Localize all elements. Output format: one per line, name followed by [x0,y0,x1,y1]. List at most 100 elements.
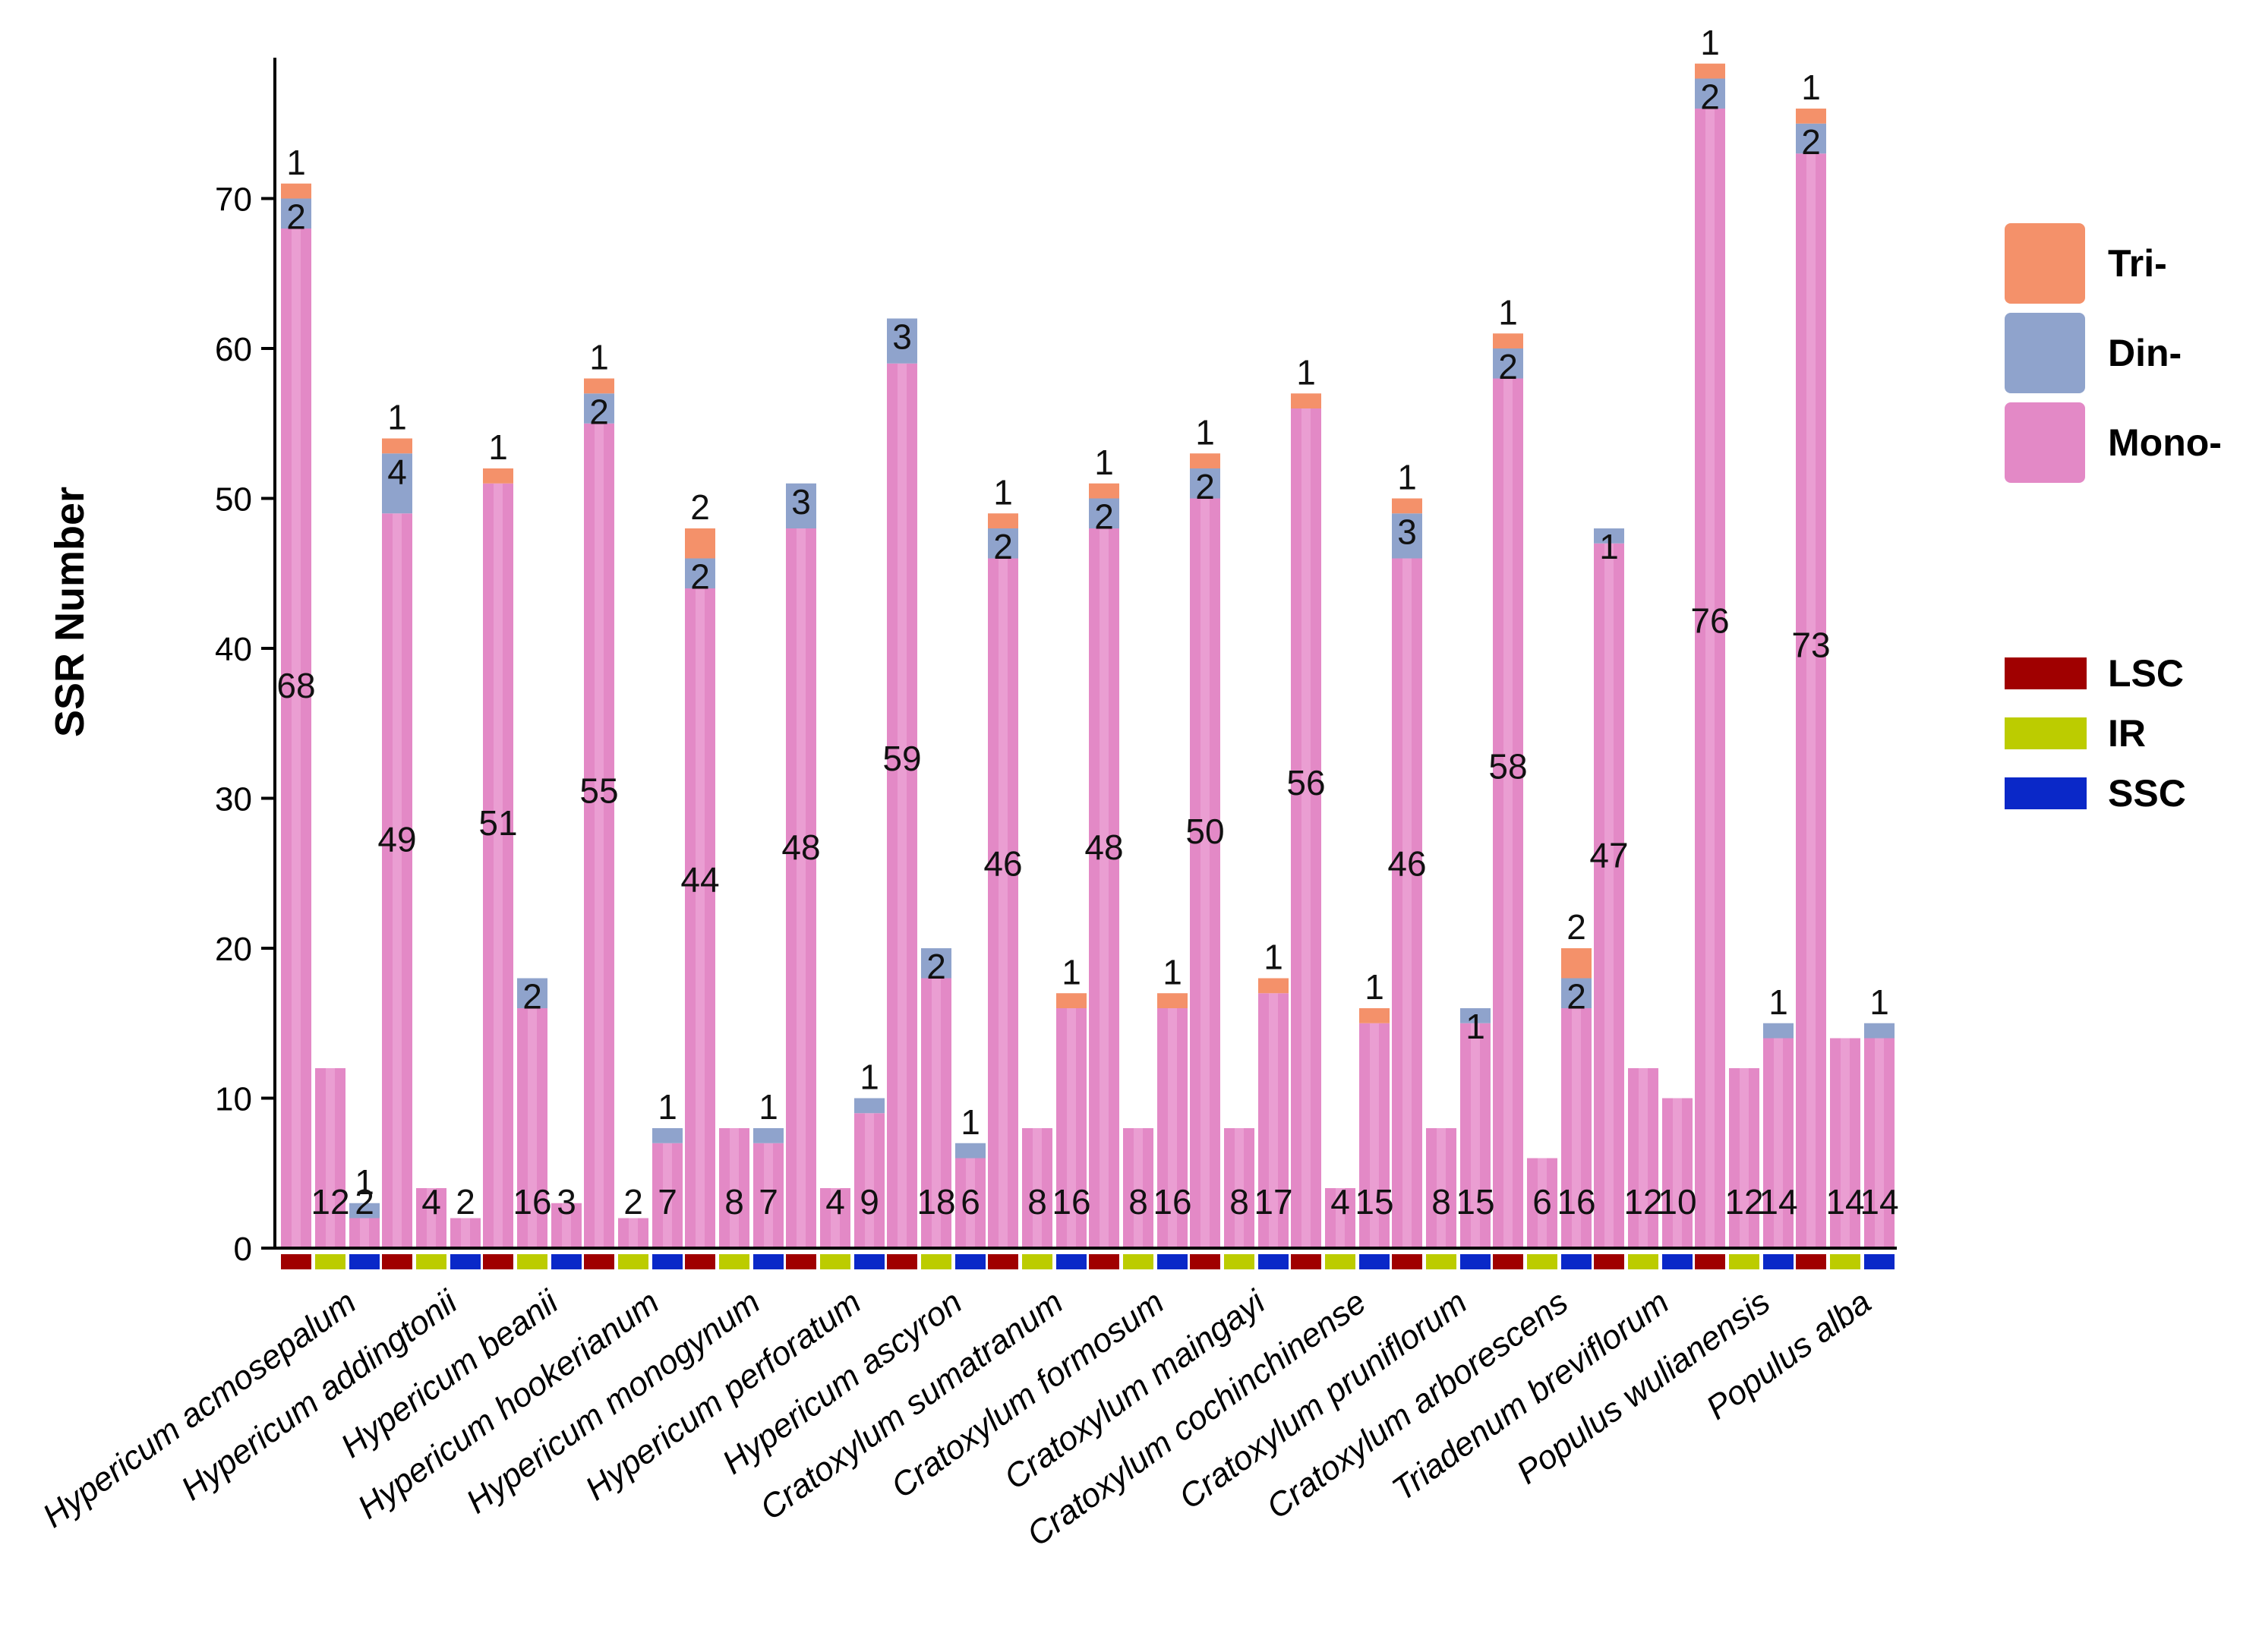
bar-highlight [427,1188,436,1248]
bar-din-lsc [1493,348,1523,379]
bar-highlight [966,1158,975,1248]
label-mono: 73 [1791,625,1830,664]
species-group-triadenum-breviflorum [1594,528,1693,1248]
bar-highlight [1538,1158,1547,1248]
species-group-hypericum-beanii [483,468,582,1248]
label-din: 2 [1700,77,1720,117]
label-din: 1 [860,1058,879,1097]
bar-tri-lsc [483,468,513,484]
region-marker-ir [1527,1254,1557,1269]
bar-din-ssc [652,1128,683,1143]
label-mono: 8 [1431,1182,1451,1222]
bar-mono-lsc [1796,153,1826,1248]
region-marker-lsc [1392,1254,1422,1269]
bar-mono-ssc [753,1143,784,1248]
bar-din-lsc [1695,78,1725,109]
bar-din-lsc [1796,123,1826,154]
label-tri: 1 [589,338,609,377]
bar-highlight [831,1188,840,1248]
label-tri: 2 [1566,907,1586,947]
region-marker-ssc [551,1254,582,1269]
legend-regions: LSC IR SSC [2005,652,2186,815]
label-mono: 7 [759,1182,778,1222]
bar-din-ir [921,948,951,979]
bar-mono-lsc [281,229,311,1248]
bar-din-ssc [1763,1023,1794,1039]
bar-tri-lsc [685,528,715,559]
y-tick-label: 10 [215,1081,252,1118]
chart-axes [273,58,1897,1250]
label-mono: 56 [1286,763,1325,802]
species-group-cratoxylum-pruniflorum [1392,498,1491,1248]
y-axis-ticks: 0 10 20 30 40 50 60 70 [215,181,275,1268]
region-marker-ssc [1460,1254,1491,1269]
region-marker-ssc [854,1254,885,1269]
species-group-cratoxylum-sumatranum [988,513,1087,1248]
region-marker-ssc [1157,1254,1188,1269]
legend-label-ir: IR [2108,712,2146,755]
bar-mono-ssc [1056,1008,1087,1248]
label-tri: 1 [1094,443,1114,482]
bar-mono-ir [820,1188,850,1248]
label-mono: 7 [658,1182,677,1222]
label-mono: 47 [1589,836,1628,875]
label-mono: 8 [1229,1182,1249,1222]
species-group-cratoxylum-maingayi [1190,453,1289,1248]
species-group-hypericum-ascyron [887,318,986,1248]
label-din: 1 [961,1102,980,1142]
label-tri: 1 [1264,938,1283,977]
bar-highlight [461,1218,470,1248]
region-marker-ssc [1864,1254,1895,1269]
legend-label-ssc: SSC [2108,772,2186,815]
bar-din-lsc [382,453,412,514]
label-din: 1 [1869,982,1889,1022]
bar-highlight [393,513,402,1248]
species-group-populus-wulianensis [1695,63,1794,1248]
bar-mono-lsc [382,513,412,1248]
bar-highlight [1875,1038,1884,1248]
label-mono: 4 [421,1182,441,1222]
species-group-cratoxylum-formosum [1089,483,1188,1248]
label-mono: 46 [983,843,1022,883]
bar-mono-ssc [349,1218,380,1248]
bar-highlight [1503,378,1513,1248]
bar-mono-lsc [1291,408,1321,1248]
legend-swatch-lsc [2005,657,2087,689]
bar-highlight [1269,993,1278,1248]
label-mono: 8 [1128,1182,1148,1222]
y-tick-label: 70 [215,181,252,219]
bar-mono-ir [921,978,951,1248]
bar-highlight [1067,1008,1076,1248]
region-marker-lsc [1493,1254,1523,1269]
bar-tri-ssc [1157,993,1188,1008]
label-mono: 2 [355,1182,374,1222]
label-din: 2 [926,947,946,986]
label-din: 1 [1599,527,1619,566]
bar-tri-lsc [281,183,311,199]
label-mono: 15 [1456,1182,1494,1222]
bar-highlight [1168,1008,1177,1248]
label-mono: 16 [1557,1182,1595,1222]
bar-mono-lsc [1190,498,1220,1248]
bar-highlight [292,229,301,1248]
species-group-populus-alba [1796,109,1895,1248]
bar-highlight [528,1008,537,1248]
bar-mono-ir [1224,1128,1254,1248]
label-mono: 12 [311,1182,349,1222]
region-marker-ssc [1561,1254,1592,1269]
region-marker-lsc [584,1254,614,1269]
region-marker-ssc [1359,1254,1390,1269]
bar-tri-lsc [1695,63,1725,79]
bar-highlight [1100,528,1109,1248]
bar-highlight [1336,1188,1345,1248]
region-marker-ssc [1763,1254,1794,1269]
bar-mono-ir [1830,1038,1860,1248]
bar-highlight [1033,1128,1042,1248]
label-din: 2 [522,977,542,1017]
bar-din-lsc [281,198,311,229]
label-mono: 9 [860,1182,879,1222]
label-mono: 6 [961,1182,980,1222]
label-mono: 44 [680,860,719,900]
label-din: 1 [1768,982,1788,1022]
bar-mono-ssc [1864,1038,1895,1248]
